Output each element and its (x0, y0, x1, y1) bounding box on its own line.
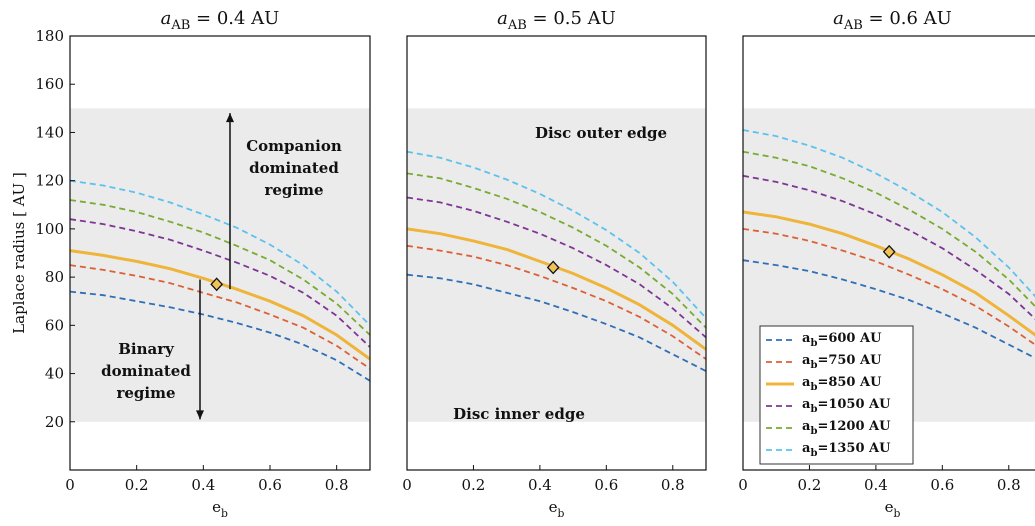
series-line-a-b-1350-au (70, 179, 370, 326)
axes-frame (69, 35, 371, 471)
y-tick-label: 140 (35, 123, 64, 141)
x-tick-label: 0.2 (125, 476, 149, 494)
legend-entry: ab=600 AU (802, 331, 882, 349)
axes-frame (406, 35, 707, 471)
x-axis-label: eb (212, 498, 228, 520)
y-tick-label: 180 (35, 27, 64, 45)
legend-entry: ab=1200 AU (802, 419, 891, 437)
disc-band (70, 108, 370, 422)
y-tick-label: 120 (35, 172, 64, 190)
disc-inner-edge-label: Disc inner edge (453, 405, 585, 423)
x-tick-label: 0.2 (798, 476, 822, 494)
series-group (70, 179, 370, 382)
binary-regime-label: regime (116, 384, 175, 402)
marker-diamond (882, 244, 896, 259)
x-tick-label: 0.8 (661, 476, 685, 494)
series-line-a-b-1200-au (407, 172, 706, 329)
legend-entry: ab=750 AU (802, 353, 882, 371)
series-line-a-b-750-au (407, 244, 706, 360)
x-tick-label: 0.8 (325, 476, 349, 494)
companion-regime-label: Companion (246, 137, 342, 155)
legend-entry: ab=1050 AU (802, 397, 891, 415)
y-tick-label: 80 (45, 268, 64, 286)
series-line-a-b-1350-au (407, 150, 706, 319)
y-tick-label: 100 (35, 220, 64, 238)
x-tick-label: 0.2 (462, 476, 486, 494)
legend-entry: ab=850 AU (802, 375, 882, 393)
companion-regime-label: regime (264, 181, 323, 199)
y-tick-label: 60 (45, 316, 64, 334)
axes-frame (742, 35, 1035, 471)
chart-panel-1: 0 0.2 0.4 0.6 0.8 eb 20 40 60 80 100 120 140 160 180 La… (10, 8, 371, 520)
x-axis-label: eb (549, 498, 565, 520)
series-line-a-b-600-au (70, 290, 370, 382)
legend-entry: ab=1350 AU (802, 441, 891, 459)
marker-diamond (546, 260, 560, 275)
series-group (407, 150, 706, 372)
y-axis-label: Laplace radius [ AU ] (10, 172, 28, 334)
series-line-a-b-1050-au (407, 196, 706, 339)
x-tick-label: 0 (65, 476, 75, 494)
series-line-a-b-1350-au (743, 129, 1035, 298)
series-line-a-b-750-au (743, 228, 1035, 346)
y-tick-label: 20 (45, 413, 64, 431)
companion-regime-label: dominated (249, 159, 339, 177)
series-line-a-b-1050-au (70, 218, 370, 348)
y-tick-label: 40 (45, 365, 64, 383)
regime-arrow-head (226, 113, 234, 123)
x-tick-label: 0.6 (594, 476, 618, 494)
x-tick-label: 0.6 (930, 476, 954, 494)
x-tick-label: 0 (738, 476, 748, 494)
panel-title: aAB = 0.6 AU (833, 8, 952, 33)
panel-title: aAB = 0.4 AU (161, 8, 280, 33)
x-axis-label: eb (885, 498, 901, 520)
legend: ab=600 AU ab=750 AU ab=850 AU ab=1050 AU ab=… (759, 325, 914, 465)
x-tick-label: 0.4 (864, 476, 888, 494)
series-line-a-b-600-au (743, 259, 1035, 359)
series-line-a-b-600-au (407, 273, 706, 372)
panel-title: aAB = 0.5 AU (497, 8, 616, 33)
x-tick-label: 0 (402, 476, 412, 494)
disc-outer-edge-label: Disc outer edge (535, 124, 667, 142)
series-line-a-b-1050-au (743, 174, 1035, 320)
binary-regime-label: dominated (101, 362, 191, 380)
series-line-a-b-750-au (70, 264, 370, 370)
series-line-a-b-1200-au (70, 199, 370, 336)
chart-panel-2: 0 0.2 0.4 0.6 0.8 eb aAB = 0.5 AU Disc outer ed… (402, 8, 707, 520)
x-tick-label: 0.4 (528, 476, 552, 494)
marker-diamond (210, 277, 224, 292)
x-tick-label: 0.6 (258, 476, 282, 494)
series-line-a-b-1200-au (743, 150, 1035, 308)
regime-arrow-head (196, 410, 204, 420)
chart-panel-3: 0 0.2 0.4 0.6 0.8 eb aAB = 0.6 AU ab=600 AU ab=7… (738, 8, 1035, 520)
y-tick-label: 160 (35, 75, 64, 93)
x-tick-label: 0.4 (191, 476, 215, 494)
x-tick-label: 0.8 (997, 476, 1021, 494)
binary-regime-label: Binary (118, 340, 175, 358)
legend-box (759, 325, 914, 465)
